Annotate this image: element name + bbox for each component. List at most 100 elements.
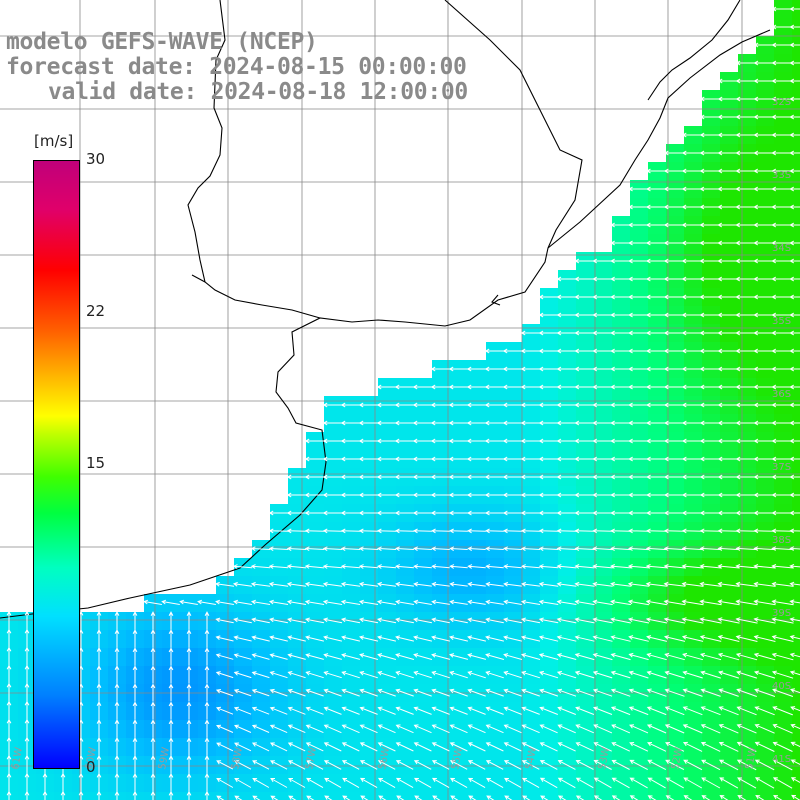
wind-arrow — [503, 635, 523, 642]
wind-arrow — [557, 724, 576, 734]
wind-arrow — [664, 652, 685, 661]
wind-arrow — [610, 258, 631, 264]
wind-arrow — [250, 581, 271, 587]
wind-cell — [792, 612, 800, 631]
wind-arrow — [412, 510, 433, 516]
wind-arrow — [502, 528, 523, 534]
wind-arrow — [753, 670, 776, 679]
wind-arrow — [358, 635, 379, 642]
wind-arrow — [754, 706, 775, 716]
wind-arrow — [448, 438, 469, 444]
wind-arrow — [556, 528, 577, 534]
wind-arrow — [412, 456, 433, 462]
wind-arrow — [96, 736, 102, 756]
wind-cell — [306, 792, 325, 800]
wind-arrow — [377, 777, 396, 789]
wind-arrow — [251, 724, 270, 733]
wind-arrow — [233, 689, 252, 697]
wind-arrow — [484, 492, 505, 498]
wind-arrow — [628, 240, 649, 246]
wind-arrow — [484, 510, 505, 516]
wind-arrow — [539, 724, 558, 734]
wind-arrow — [771, 581, 794, 587]
wind-cell — [252, 792, 271, 800]
wind-arrow — [114, 665, 120, 684]
wind-cell — [792, 738, 800, 757]
wind-arrow — [629, 742, 649, 752]
wind-arrow — [699, 635, 722, 642]
wind-arrow — [663, 474, 685, 480]
wind-arrow — [204, 629, 210, 648]
wind-arrow — [735, 581, 758, 587]
wind-arrow — [502, 492, 523, 498]
wind-arrow — [627, 581, 650, 587]
wind-arrow — [789, 348, 800, 354]
wind-arrow — [484, 384, 505, 390]
wind-arrow — [520, 528, 541, 534]
wind-arrow — [592, 564, 613, 569]
wind-arrow — [413, 546, 432, 552]
wind-arrow — [287, 688, 306, 697]
wind-arrow — [665, 777, 684, 789]
wind-arrow — [574, 258, 595, 264]
wind-arrow — [718, 670, 740, 679]
wind-arrow — [377, 688, 396, 697]
wind-arrow — [754, 759, 775, 771]
wind-arrow — [610, 366, 631, 372]
wind-arrow — [556, 670, 577, 679]
wind-arrow — [539, 706, 558, 715]
wind-arrow — [269, 671, 288, 679]
wind-arrow — [682, 688, 703, 697]
wind-arrow — [377, 760, 396, 770]
wind-arrow — [574, 528, 595, 534]
wind-arrow — [466, 402, 487, 408]
wind-arrow — [78, 772, 84, 793]
wind-arrow — [252, 777, 270, 788]
wind-cell — [792, 702, 800, 721]
wind-arrow — [520, 366, 541, 372]
wind-arrow — [186, 701, 192, 720]
coastline-uruguay — [187, 0, 226, 283]
wind-arrow — [538, 528, 559, 534]
wind-arrow — [431, 546, 450, 552]
wind-arrow — [6, 790, 12, 800]
wind-arrow — [431, 635, 451, 642]
wind-arrow — [790, 723, 800, 730]
wind-arrow — [789, 132, 800, 138]
lat-label: 39S — [772, 608, 791, 619]
wind-arrow — [627, 617, 650, 624]
wind-arrow — [789, 258, 800, 264]
wind-arrow — [340, 528, 361, 534]
wind-arrow — [377, 724, 396, 734]
wind-arrow — [645, 546, 668, 551]
lat-label: 32S — [772, 97, 791, 108]
wind-arrow — [234, 724, 252, 733]
wind-arrow — [322, 564, 343, 569]
wind-arrow — [322, 402, 343, 408]
wind-arrow — [592, 276, 613, 282]
wind-arrow — [558, 795, 567, 800]
wind-arrow — [186, 647, 192, 666]
wind-arrow — [485, 706, 504, 715]
wind-arrow — [556, 599, 577, 605]
wind-arrow — [287, 653, 306, 660]
wind-arrow — [150, 647, 156, 666]
wind-arrow — [396, 795, 405, 800]
wind-arrow — [771, 652, 794, 661]
wind-arrow — [628, 366, 649, 372]
wind-arrow — [645, 564, 668, 569]
wind-arrow — [485, 760, 504, 770]
wind-arrow — [251, 671, 270, 679]
valid-date: valid date: 2024-08-18 12:00:00 — [48, 79, 468, 105]
wind-arrow — [268, 546, 289, 552]
wind-arrow — [233, 706, 252, 715]
wind-arrow — [431, 581, 450, 587]
wind-arrow — [304, 599, 325, 605]
wind-arrow — [592, 294, 613, 300]
wind-arrow — [718, 688, 739, 697]
wind-arrow — [575, 777, 594, 789]
wind-arrow — [150, 683, 156, 702]
wind-arrow — [736, 688, 757, 697]
wind-arrow — [395, 581, 414, 587]
wind-arrow — [412, 420, 433, 426]
